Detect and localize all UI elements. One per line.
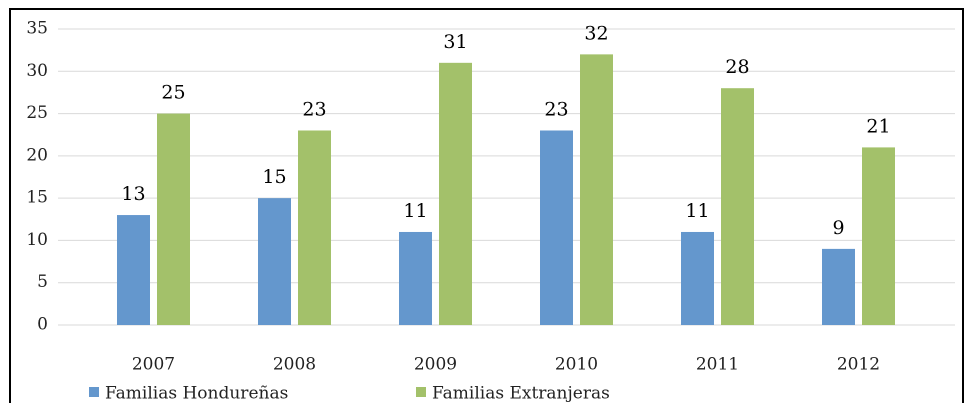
x-tick-label: 2011 bbox=[696, 355, 739, 375]
frame bbox=[9, 8, 964, 403]
y-tick-label: 30 bbox=[26, 61, 48, 81]
x-tick-label: 2007 bbox=[132, 355, 175, 375]
bar bbox=[298, 130, 331, 325]
bar bbox=[580, 54, 613, 325]
bar bbox=[540, 130, 573, 325]
y-tick-label: 10 bbox=[26, 230, 48, 250]
legend-label: Familias Hondureñas bbox=[105, 384, 288, 403]
bar bbox=[157, 113, 190, 325]
data-label: 21 bbox=[866, 115, 890, 137]
data-label: 11 bbox=[403, 200, 427, 222]
legend-swatch bbox=[89, 387, 99, 397]
legend-label: Familias Extranjeras bbox=[432, 384, 610, 403]
bar bbox=[399, 231, 432, 325]
y-tick-label: 0 bbox=[37, 315, 48, 335]
x-tick-label: 2012 bbox=[837, 355, 880, 375]
bar bbox=[439, 62, 472, 325]
data-label: 23 bbox=[544, 98, 568, 120]
x-tick-label: 2009 bbox=[414, 355, 457, 375]
data-label: 28 bbox=[725, 56, 749, 78]
bar bbox=[117, 215, 150, 325]
bar bbox=[721, 88, 754, 325]
bar bbox=[681, 231, 714, 325]
data-label: 15 bbox=[262, 166, 286, 188]
bar bbox=[258, 198, 291, 325]
legend-swatch bbox=[416, 387, 426, 397]
y-tick-label: 20 bbox=[26, 145, 48, 165]
data-label: 25 bbox=[161, 82, 185, 104]
data-label: 13 bbox=[121, 183, 145, 205]
data-label: 23 bbox=[302, 98, 326, 120]
bar bbox=[862, 147, 895, 325]
data-label: 11 bbox=[685, 200, 709, 222]
y-tick-label: 15 bbox=[26, 188, 48, 208]
y-tick-label: 5 bbox=[37, 272, 48, 292]
y-tick-label: 25 bbox=[26, 103, 48, 123]
x-tick-label: 2010 bbox=[555, 355, 598, 375]
data-label: 31 bbox=[443, 31, 467, 53]
data-label: 9 bbox=[832, 217, 844, 239]
bar bbox=[822, 248, 855, 325]
y-tick-label: 35 bbox=[26, 19, 48, 39]
x-tick-label: 2008 bbox=[273, 355, 316, 375]
data-label: 32 bbox=[584, 22, 608, 44]
